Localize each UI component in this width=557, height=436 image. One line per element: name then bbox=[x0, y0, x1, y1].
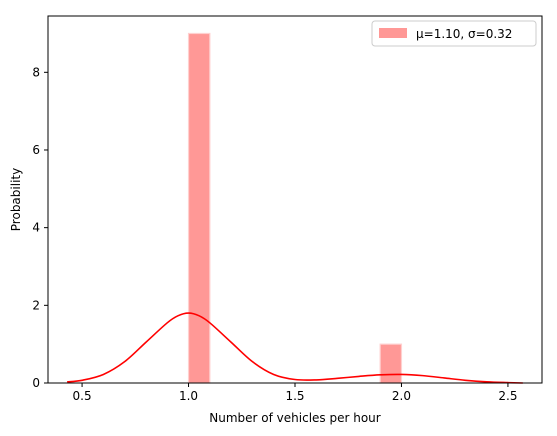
histogram-bar-0 bbox=[187, 32, 211, 384]
x-tick-label: 2.5 bbox=[498, 389, 517, 403]
legend-box bbox=[371, 20, 537, 47]
y-tick-label: 6 bbox=[32, 143, 40, 157]
x-tick-label: 1.0 bbox=[179, 389, 198, 403]
x-tick-label: 1.5 bbox=[285, 389, 304, 403]
y-axis-ticks: 0 2 4 6 8 bbox=[32, 65, 48, 390]
x-axis-ticks: 0.5 1.0 1.5 2.0 2.5 bbox=[73, 383, 517, 403]
legend-swatch bbox=[379, 28, 407, 38]
kde-layer bbox=[67, 312, 523, 384]
x-tick-label: 2.0 bbox=[392, 389, 411, 403]
y-axis-label: Probability bbox=[9, 168, 23, 231]
y-tick-label: 0 bbox=[32, 376, 40, 390]
x-tick-label: 0.5 bbox=[73, 389, 92, 403]
bars-layer bbox=[187, 32, 403, 384]
y-tick-label: 2 bbox=[32, 298, 40, 312]
kde-line bbox=[67, 312, 523, 384]
legend-label: μ=1.10, σ=0.32 bbox=[416, 27, 512, 41]
legend: μ=1.10, σ=0.32 bbox=[371, 20, 537, 47]
axes-frame bbox=[47, 15, 543, 384]
y-tick-label: 4 bbox=[32, 221, 40, 235]
x-axis-label: Number of vehicles per hour bbox=[209, 411, 381, 425]
histogram-bar-1 bbox=[379, 343, 403, 384]
y-tick-label: 8 bbox=[32, 65, 40, 79]
